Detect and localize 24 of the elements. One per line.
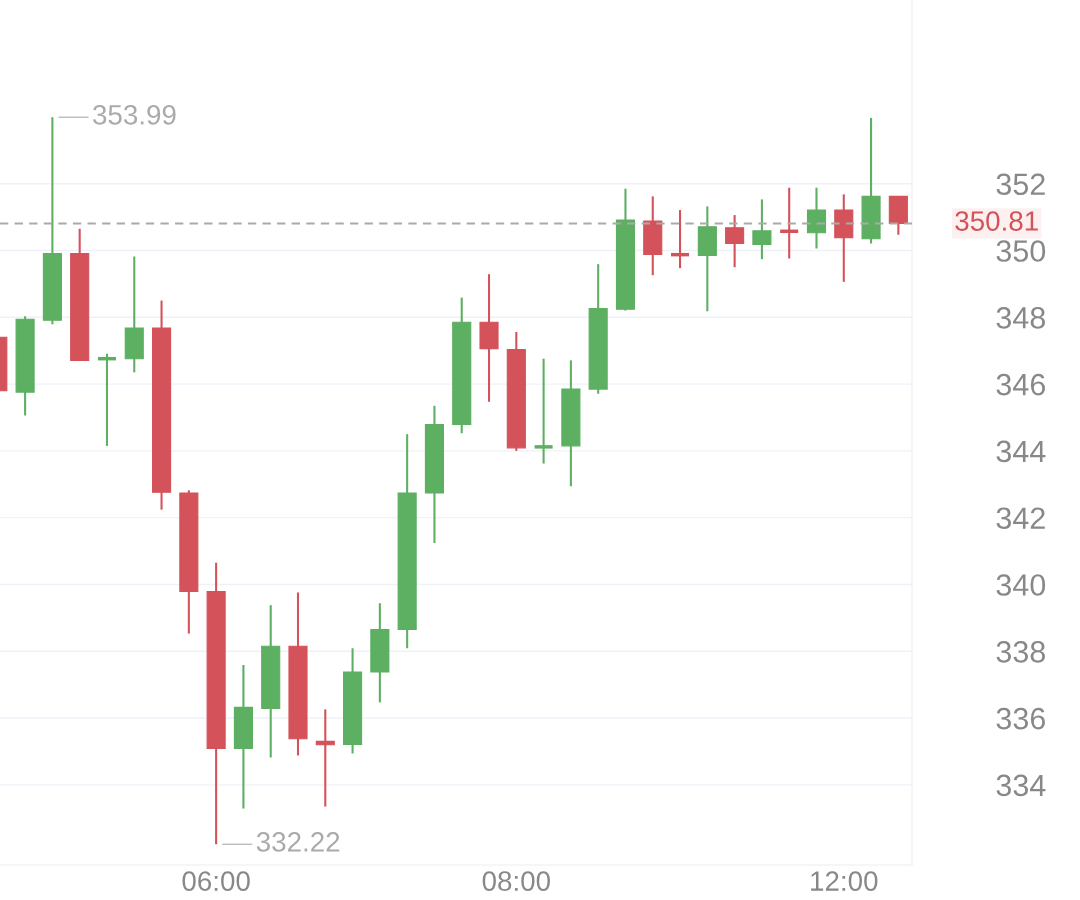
annotation: 332.22 bbox=[256, 832, 340, 852]
y-tick-label: 344 bbox=[996, 440, 1046, 463]
y-tick-label: 334 bbox=[996, 774, 1046, 797]
candlestick bbox=[671, 209, 691, 270]
y-tick-label: 340 bbox=[996, 574, 1046, 596]
y-tick-label: 348 bbox=[996, 307, 1045, 329]
candlestick bbox=[725, 214, 745, 269]
y-tick-label: 342 bbox=[996, 507, 1045, 530]
candlestick bbox=[752, 198, 772, 261]
y-tick-label: 346 bbox=[996, 373, 1045, 396]
ref-line-label: 350.81 bbox=[955, 211, 1038, 231]
x-tick-label: 06:00 bbox=[182, 871, 250, 891]
candlestick bbox=[780, 186, 799, 260]
y-tick-label: 336 bbox=[996, 707, 1045, 730]
x-tick-label: 08:00 bbox=[482, 871, 550, 891]
candlestick bbox=[534, 357, 553, 465]
candlestick bbox=[97, 352, 116, 447]
y-tick-label: 352 bbox=[996, 173, 1045, 196]
annotation: 353.99 bbox=[93, 105, 176, 125]
candlestick bbox=[315, 708, 335, 808]
candlestick bbox=[806, 186, 827, 250]
y-tick-label: 338 bbox=[996, 640, 1045, 663]
y-tick-label: 350 bbox=[996, 240, 1046, 262]
x-tick-label: 12:00 bbox=[811, 871, 878, 891]
